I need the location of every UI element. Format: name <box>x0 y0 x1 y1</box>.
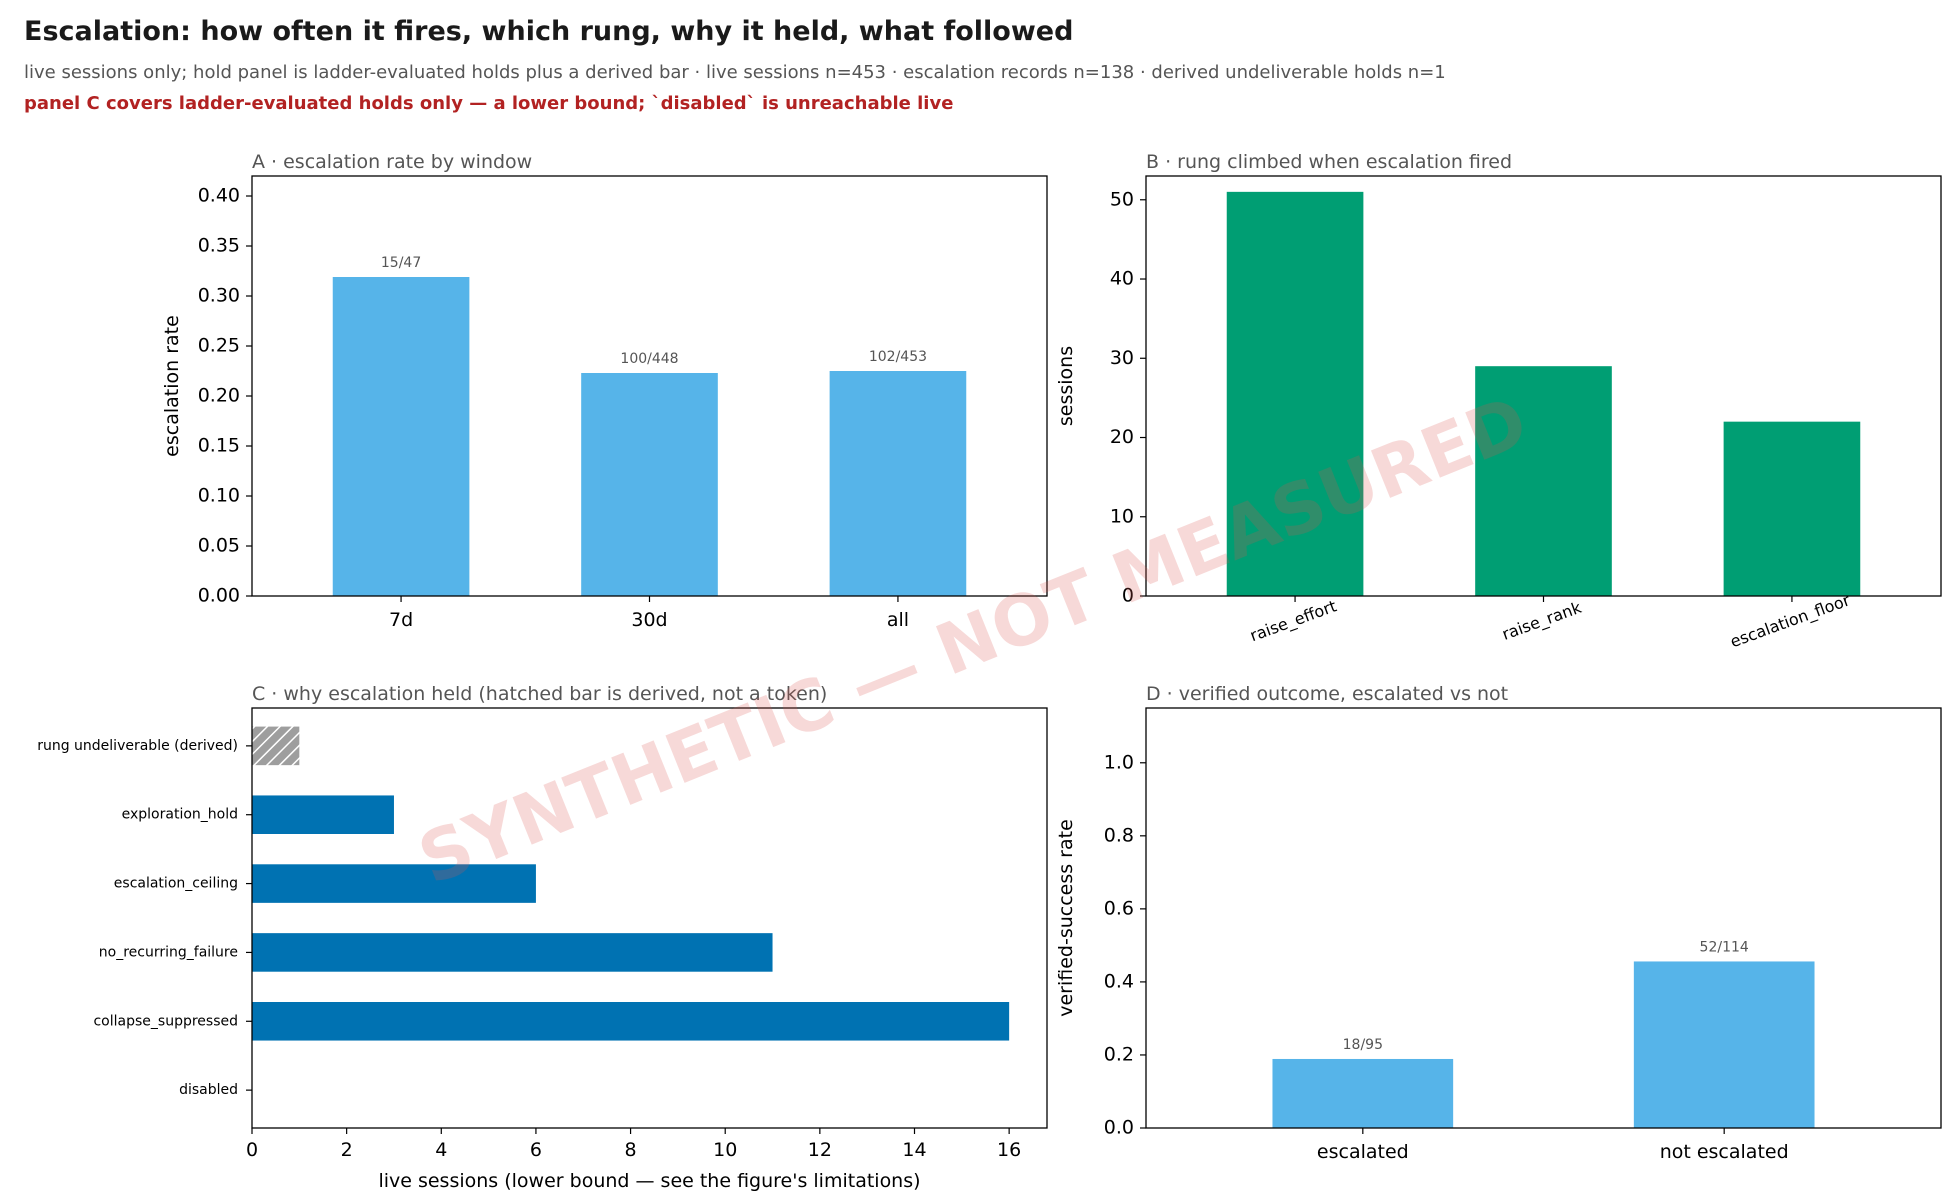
axes-frame <box>1145 175 1942 597</box>
y-tick-label: escalation_ceiling <box>114 876 238 892</box>
y-tick-label: 0.20 <box>198 385 240 407</box>
panel-title: D · verified outcome, escalated vs not <box>1146 683 1508 705</box>
x-tick-label: 14 <box>902 1139 926 1161</box>
x-axis-label: live sessions (lower bound — see the fig… <box>378 1170 920 1192</box>
x-tick-label: 0 <box>246 1139 258 1161</box>
x-tick-label: 30d <box>631 609 667 631</box>
y-tick-label: 30 <box>1110 347 1134 369</box>
y-tick-label: 0 <box>1122 585 1134 607</box>
y-tick-label: 0.10 <box>198 485 240 507</box>
y-axis-label: verified-success rate <box>1055 819 1077 1017</box>
figure-header: Escalation: how often it fires, which ru… <box>24 14 1924 114</box>
figure-title: Escalation: how often it fires, which ru… <box>24 16 1074 47</box>
x-tick-label: 12 <box>808 1139 832 1161</box>
y-tick-label: no_recurring_failure <box>99 944 238 960</box>
y-tick-label: exploration_hold <box>122 807 238 823</box>
x-tick-label: 8 <box>625 1139 637 1161</box>
panel-c: C · why escalation held (hatched bar is … <box>37 683 1048 1192</box>
bar-value-label: 15/47 <box>381 255 421 271</box>
x-tick-label: 10 <box>713 1139 737 1161</box>
bar <box>252 864 536 903</box>
axes-frame <box>251 175 1048 597</box>
y-tick-label: 0.30 <box>198 285 240 307</box>
y-tick-label: 40 <box>1110 268 1134 290</box>
watermark: SYNTHETIC — NOT MEASURED <box>408 380 1539 901</box>
panel-title: C · why escalation held (hatched bar is … <box>252 683 827 705</box>
x-tick-label: 2 <box>341 1139 353 1161</box>
axes-frame <box>1145 707 1942 1129</box>
x-tick-label: 4 <box>435 1139 447 1161</box>
x-tick-label: 7d <box>389 609 413 631</box>
bar <box>1633 961 1815 1128</box>
x-tick-label: raise_rank <box>1499 597 1584 644</box>
panel-a: A · escalation rate by window 15/47 7d 100/… <box>161 151 1048 631</box>
y-tick-label: 0.15 <box>198 435 240 457</box>
bar <box>581 373 718 596</box>
y-tick-label: 0.00 <box>198 585 240 607</box>
y-tick-label: 0.25 <box>198 335 240 357</box>
panel-title: B · rung climbed when escalation fired <box>1146 151 1512 173</box>
axes-frame <box>251 707 1048 1129</box>
bar-value-label: 18/95 <box>1343 1037 1383 1053</box>
y-tick-label: collapse_suppressed <box>93 1013 238 1029</box>
bar <box>1723 421 1861 596</box>
panel-b: B · rung climbed when escalation fired ra… <box>1055 151 1942 652</box>
y-tick-label: 0.6 <box>1104 897 1134 919</box>
y-tick-label: 0.4 <box>1104 970 1134 992</box>
x-tick-label: not escalated <box>1660 1141 1789 1163</box>
bar <box>1272 1058 1454 1128</box>
y-tick-label: 20 <box>1110 426 1134 448</box>
figure-subtitle: live sessions only; hold panel is ladder… <box>24 62 1446 83</box>
x-tick-label: 16 <box>997 1139 1021 1161</box>
y-tick-label: 50 <box>1110 188 1134 210</box>
bar <box>252 1002 1010 1041</box>
y-tick-label: 0.2 <box>1104 1043 1134 1065</box>
x-tick-label: raise_effort <box>1247 596 1339 646</box>
y-tick-label: 10 <box>1110 505 1134 527</box>
y-tick-label: 0.8 <box>1104 824 1134 846</box>
derived-bar <box>252 726 300 766</box>
y-tick-label: 0.05 <box>198 535 240 557</box>
x-tick-label: escalated <box>1317 1141 1409 1163</box>
bar <box>252 933 773 972</box>
x-tick-label: escalation_floor <box>1728 590 1854 652</box>
bar <box>829 371 967 596</box>
x-tick-label: all <box>887 609 909 631</box>
y-axis-label: sessions <box>1055 346 1077 426</box>
bar <box>332 277 470 596</box>
bar <box>1475 366 1612 596</box>
bar <box>1226 191 1364 596</box>
figure-warning: panel C covers ladder-evaluated holds on… <box>24 93 954 114</box>
y-tick-label: 0.35 <box>198 235 240 257</box>
x-tick-label: 6 <box>530 1139 542 1161</box>
y-tick-label: 0.0 <box>1104 1117 1134 1139</box>
bar-value-label: 100/448 <box>620 351 678 367</box>
y-tick-label: disabled <box>179 1082 238 1098</box>
bar-value-label: 102/453 <box>869 349 927 365</box>
y-tick-label: 0.40 <box>198 185 240 207</box>
bar <box>252 795 394 834</box>
y-axis-label: escalation rate <box>161 315 183 457</box>
y-tick-label: rung undeliverable (derived) <box>37 738 238 754</box>
y-tick-label: 1.0 <box>1104 751 1134 773</box>
bar-value-label: 52/114 <box>1700 939 1749 955</box>
panel-title: A · escalation rate by window <box>252 151 532 173</box>
panel-d: D · verified outcome, escalated vs not 18… <box>1055 683 1942 1163</box>
